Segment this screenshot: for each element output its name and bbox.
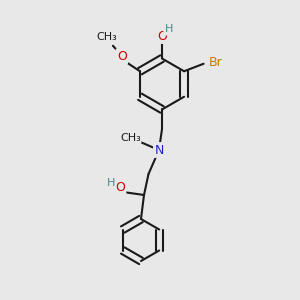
Text: O: O	[115, 181, 125, 194]
Text: N: N	[154, 143, 164, 157]
Text: O: O	[117, 50, 127, 63]
Text: H: H	[107, 178, 115, 188]
Text: O: O	[157, 29, 167, 43]
Text: H: H	[107, 178, 115, 188]
Text: H: H	[164, 24, 173, 34]
Text: O: O	[115, 181, 125, 194]
Text: CH₃: CH₃	[120, 133, 141, 143]
Text: N: N	[154, 143, 164, 157]
Text: O: O	[157, 29, 167, 43]
Text: Br: Br	[209, 56, 223, 69]
Text: O: O	[117, 50, 127, 63]
Text: H: H	[164, 24, 173, 34]
Text: Br: Br	[209, 56, 223, 69]
Text: CH₃: CH₃	[97, 32, 117, 42]
